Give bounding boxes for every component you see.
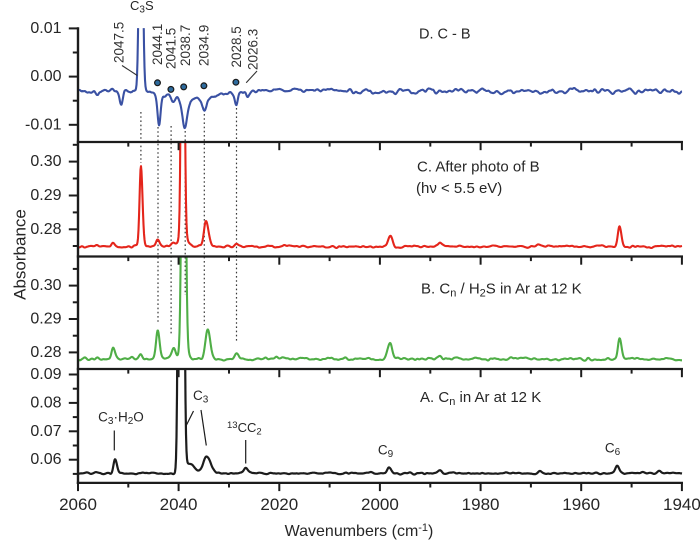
svg-text:1960: 1960 [562, 495, 600, 514]
svg-text:0.09: 0.09 [30, 366, 61, 383]
svg-text:2026.3: 2026.3 [246, 29, 261, 70]
svg-text:2020: 2020 [260, 495, 298, 514]
svg-text:2034.9: 2034.9 [197, 25, 212, 66]
svg-text:0.06: 0.06 [30, 451, 61, 468]
svg-text:B. Cn / H2S in Ar at 12 K: B. Cn / H2S in Ar at 12 K [421, 281, 582, 300]
svg-text:0.00: 0.00 [30, 68, 61, 85]
svg-text:0.30: 0.30 [30, 277, 61, 294]
svg-text:2028.5: 2028.5 [229, 26, 244, 67]
svg-text:(hν < 5.5 eV): (hν < 5.5 eV) [416, 180, 502, 197]
svg-text:0.01: 0.01 [30, 20, 61, 37]
svg-text:0.29: 0.29 [30, 187, 61, 204]
svg-text:D. C - B: D. C - B [419, 27, 471, 43]
svg-text:2040: 2040 [160, 495, 198, 514]
svg-text:0.07: 0.07 [30, 423, 61, 440]
svg-text:Wavenumbers (cm-1): Wavenumbers (cm-1) [285, 522, 434, 540]
svg-text:2060: 2060 [59, 495, 97, 514]
svg-text:0.08: 0.08 [30, 394, 61, 411]
svg-text:1980: 1980 [462, 495, 500, 514]
svg-text:Absorbance: Absorbance [11, 209, 30, 300]
svg-text:C3·H2O: C3·H2O [98, 410, 144, 428]
svg-text:2047.5: 2047.5 [112, 22, 127, 63]
svg-text:C3S: C3S [130, 0, 154, 16]
svg-text:2044.1: 2044.1 [150, 24, 165, 65]
svg-text:2000: 2000 [361, 495, 399, 514]
svg-text:2038.7: 2038.7 [178, 25, 193, 66]
svg-text:0.30: 0.30 [30, 153, 61, 170]
svg-text:1940: 1940 [663, 495, 700, 514]
svg-text:13CC2: 13CC2 [227, 420, 262, 438]
svg-text:0.29: 0.29 [30, 311, 61, 328]
svg-text:0.28: 0.28 [30, 344, 61, 361]
svg-text:-0.01: -0.01 [25, 116, 62, 133]
svg-text:C. After photo of B: C. After photo of B [417, 159, 540, 176]
svg-text:2041.5: 2041.5 [164, 28, 179, 69]
svg-text:A. Cn in Ar at 12 K: A. Cn in Ar at 12 K [420, 389, 541, 408]
svg-text:0.28: 0.28 [30, 221, 61, 238]
